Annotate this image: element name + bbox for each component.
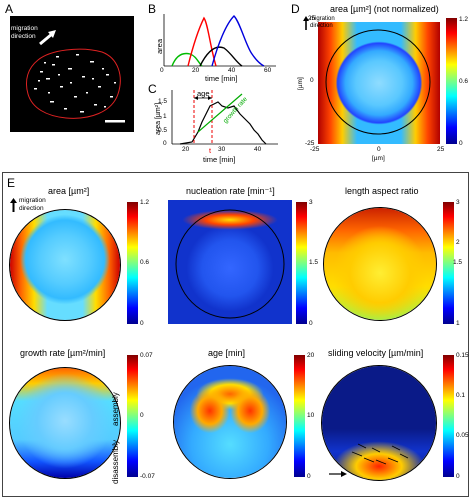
b-xtick-1: 20 — [192, 67, 200, 74]
series-green — [171, 52, 203, 67]
panel-e-frame — [2, 172, 469, 497]
d-title: area [µm²] (not normalized) — [330, 4, 439, 14]
panel-label-d: D — [291, 2, 300, 16]
d-ytick-0: 25 — [308, 15, 316, 22]
b-xtick-0: 0 — [160, 67, 164, 74]
e-map-title-3: growth rate [µm²/min] — [20, 348, 106, 358]
e-cbar-2 — [443, 202, 454, 324]
series-blue — [211, 15, 265, 67]
cell-outline-image — [25, 30, 125, 123]
migration-text-a1: migration — [11, 25, 38, 32]
e-map-title-5: sliding velocity [µm/min] — [328, 348, 424, 358]
e-map-title-0: area [µm²] — [48, 186, 90, 196]
series-black — [199, 46, 243, 67]
e-migration-2: direction — [19, 205, 44, 212]
panel-label-e: E — [7, 176, 16, 190]
e-map-aspect — [323, 207, 437, 321]
c-xtick-1: 30 — [218, 146, 226, 153]
b-ylabel: area — [155, 38, 164, 54]
d-migration-2: direction — [310, 23, 333, 29]
e-cbar-3-tick-1: 0 — [140, 412, 144, 419]
e-sliding-vectors — [351, 443, 409, 465]
e-map-area — [9, 209, 121, 321]
e-map-nucleation — [168, 200, 292, 324]
panel-c-plot — [171, 90, 278, 145]
panel-label-c: C — [148, 82, 157, 96]
c-ytick-0: 0 — [163, 140, 167, 147]
e-cbar-5 — [443, 355, 454, 477]
d-cell-outline — [325, 29, 431, 135]
c-ytick-2: 1 — [163, 113, 167, 120]
d-arrow-icon — [303, 16, 309, 30]
c-t-label: t — [209, 146, 212, 155]
e-scale-arrow-icon — [329, 471, 347, 477]
d-cbar-tick-1: 0.6 — [459, 78, 469, 85]
e-nucleation-outline — [175, 209, 285, 319]
e-cbar-4-tick-0: 20 — [307, 352, 315, 359]
d-xtick-2: 25 — [437, 146, 445, 153]
e-cbar-0-tick-0: 1.2 — [140, 199, 150, 206]
e-map-age — [173, 365, 287, 479]
c-ytick-1: 0.5 — [158, 127, 168, 134]
e-cbar-3-tick-0: 0.07 — [140, 352, 153, 359]
e-cbar-0-tick-1: 0.6 — [140, 259, 150, 266]
b-xlabel: time [min] — [205, 74, 238, 83]
d-cbar-tick-0: 1.2 — [459, 16, 469, 23]
panel-label-b: B — [148, 2, 157, 16]
e-map-title-4: age [min] — [208, 348, 246, 358]
e-cbar-2-tick-1: 2 — [456, 239, 460, 246]
e-assembly-label: assembly — [111, 392, 120, 426]
d-migration-1: migration — [310, 16, 335, 22]
e-cbar-1-tick-2: 0 — [309, 320, 313, 327]
d-colorbar — [446, 18, 457, 144]
d-xtick-0: -25 — [310, 146, 320, 153]
e-cbar-4-tick-2: 0 — [307, 473, 311, 480]
e-cbar-5-tick-2: 0.05 — [456, 432, 469, 439]
c-ytick-3: 1.5 — [158, 98, 168, 105]
e-cbar-5-tick-0: 0.15 — [456, 352, 469, 359]
e-cbar-3-tick-2: -0.07 — [140, 473, 155, 480]
e-cbar-3 — [127, 355, 138, 477]
d-cbar-tick-2: 0 — [459, 140, 463, 147]
e-map-sliding — [321, 365, 437, 481]
panel-label-a: A — [5, 2, 14, 16]
e-cbar-4 — [294, 355, 305, 477]
c-age-label: age — [197, 89, 210, 98]
series-red — [187, 16, 217, 67]
e-cbar-2-tick-0: 3 — [456, 199, 460, 206]
d-xtick-1: 0 — [377, 146, 381, 153]
d-ytick-2: -25 — [305, 140, 315, 147]
b-xtick-3: 60 — [264, 67, 272, 74]
panel-b-plot — [163, 14, 276, 67]
e-cbar-0 — [127, 202, 138, 324]
d-ytick-1: 0 — [310, 77, 314, 84]
e-map-title-1: nucleation rate [min⁻¹] — [186, 186, 275, 196]
c-xtick-0: 20 — [182, 146, 190, 153]
series-area — [179, 101, 267, 145]
panel-a-image — [10, 16, 134, 132]
migration-text-a2: direction — [11, 33, 36, 40]
e-cbar-0-tick-2: 0 — [140, 320, 144, 327]
e-cbar-5-tick-3: 0 — [456, 473, 460, 480]
d-y-unit: [µm] — [297, 77, 304, 90]
e-cbar-4-tick-1: 10 — [307, 412, 315, 419]
e-arrow-icon — [10, 198, 17, 212]
e-cbar-1-tick-0: 3 — [309, 199, 313, 206]
e-map-title-2: length aspect ratio — [345, 186, 419, 196]
e-cbar-1-tick-1: 1.5 — [309, 259, 319, 266]
e-disassembly-label: disassembly — [111, 439, 120, 484]
e-cbar-2-tick-2: 1.5 — [453, 259, 463, 266]
e-cbar-5-tick-1: 0.1 — [456, 392, 466, 399]
e-cbar-1 — [296, 202, 307, 324]
e-cbar-2-tick-3: 1 — [456, 320, 460, 327]
e-map-growth — [9, 367, 121, 479]
b-xtick-2: 40 — [228, 67, 236, 74]
d-x-unit: [µm] — [372, 155, 385, 162]
growth-rate-line — [197, 93, 243, 133]
c-xlabel: time [min] — [203, 155, 236, 164]
e-migration-1: migration — [19, 197, 46, 204]
c-xtick-2: 40 — [254, 146, 262, 153]
d-heatmap — [318, 22, 440, 144]
